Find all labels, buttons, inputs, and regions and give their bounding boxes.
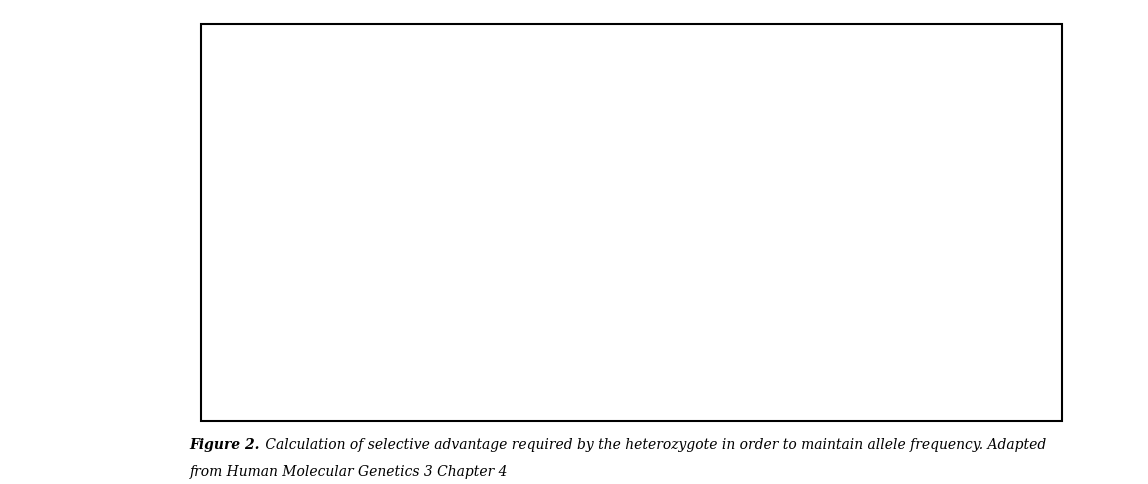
Text: (see: (see (483, 315, 521, 329)
Text: = the proportion of non-CF alleles which is: = the proportion of non-CF alleles which… (315, 232, 628, 246)
Text: At equilibrium in a population: At equilibrium in a population (222, 56, 439, 70)
Text: 2: 2 (448, 323, 455, 333)
Text: 1: 1 (504, 64, 511, 74)
Text: (p): (p) (290, 232, 313, 247)
Text: Figure 2.: Figure 2. (189, 438, 259, 452)
Text: 2: 2 (365, 287, 372, 296)
Text: ) gives: ) gives (391, 358, 442, 373)
Text: from Human Molecular Genetics 3 Chapter 4: from Human Molecular Genetics 3 Chapter … (189, 465, 507, 479)
Text: p/q=: p/q= (442, 56, 479, 70)
Text: Where:: Where: (222, 102, 273, 116)
Text: Fig 2: Fig 2 (520, 315, 559, 329)
Text: ) and (s: ) and (s (312, 278, 365, 292)
Text: sufferers respectively therefore (s: sufferers respectively therefore (s (222, 315, 463, 329)
Text: 2: 2 (699, 144, 706, 153)
Text: for clarification): for clarification) (559, 315, 678, 329)
Text: ) =: ) = (455, 315, 480, 329)
Text: /s: /s (489, 56, 501, 70)
Text: (q): (q) (290, 150, 313, 165)
Text: 1: 1 (475, 315, 484, 329)
Text: 0̲.̲0̲2̲3̲.̲: 0̲.̲0̲2̲3̲.̲ (442, 358, 490, 372)
Text: 1: 1 (305, 287, 312, 296)
Text: (the disease frequency) is: (the disease frequency) is (706, 150, 889, 165)
Text: ) are the coefficients of selection against ‘normal’ homozygotes and CF: ) are the coefficients of selection agai… (372, 278, 876, 293)
Text: 1: 1 (385, 367, 391, 376)
Text: Solving for (s: Solving for (s (290, 358, 385, 373)
Text: 1-q=0.978: 1-q=0.978 (614, 232, 695, 246)
Text: q: q (691, 150, 700, 164)
Text: 1/2000 in newborns in the UK working back gives q: 1/2000 in newborns in the UK working bac… (222, 186, 588, 200)
Text: Calculation of selective advantage required by the heterozygote in order to main: Calculation of selective advantage requi… (261, 438, 1046, 452)
Text: =0.022.: =0.022. (557, 186, 616, 200)
Text: s: s (474, 56, 481, 70)
Text: (s: (s (290, 278, 303, 292)
Text: 2: 2 (482, 64, 488, 74)
Text: = the proportion of CF alleles within the population as: = the proportion of CF alleles within th… (315, 150, 709, 164)
